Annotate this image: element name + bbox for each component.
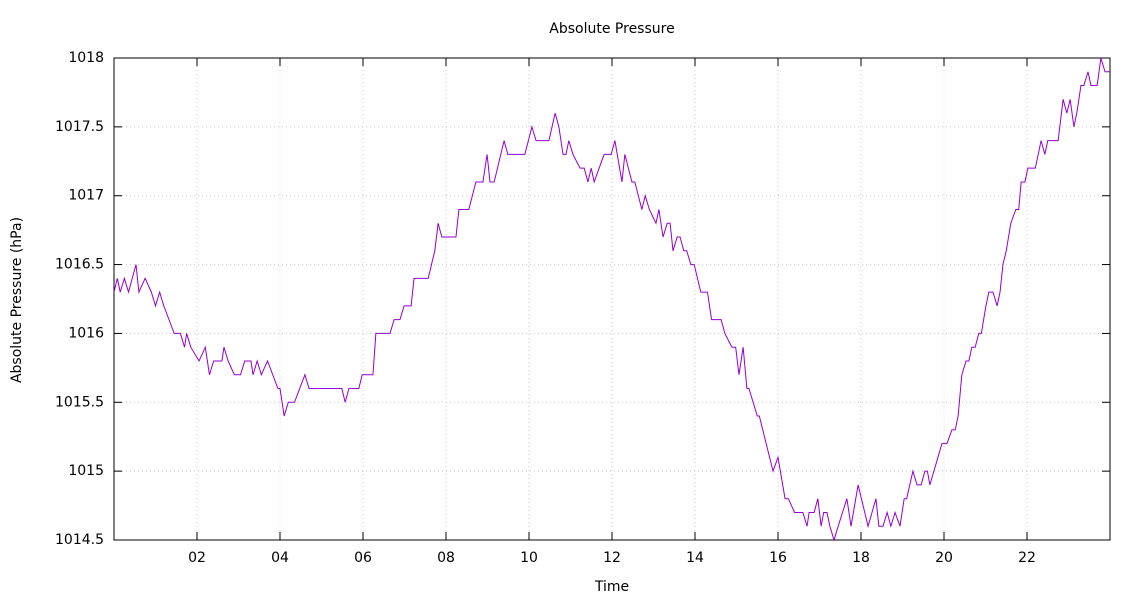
x-tick-label: 02	[188, 550, 206, 566]
x-tick-label: 18	[852, 550, 870, 566]
y-tick-label: 1017	[68, 188, 104, 204]
y-tick-label: 1016	[68, 325, 104, 341]
chart-title: Absolute Pressure	[549, 21, 674, 37]
y-tick-label: 1017.5	[55, 119, 104, 135]
x-tick-label: 14	[686, 550, 704, 566]
y-tick-label: 1018	[68, 50, 104, 66]
x-tick-label: 16	[769, 550, 787, 566]
data-line	[113, 57, 1110, 542]
y-axis-label: Absolute Pressure (hPa)	[9, 217, 25, 383]
y-tick-label: 1015.5	[55, 394, 104, 410]
x-tick-label: 22	[1018, 550, 1036, 566]
plot-frame	[113, 57, 1111, 541]
x-tick-label: 10	[520, 550, 538, 566]
x-tick-label: 06	[354, 550, 372, 566]
y-tick-label: 1015	[68, 463, 104, 479]
y-tick-label: 1016.5	[55, 257, 104, 273]
x-tick-label: 04	[271, 550, 289, 566]
x-axis-label: Time	[594, 579, 629, 595]
x-tick-label: 08	[437, 550, 455, 566]
x-tick-label: 12	[603, 550, 621, 566]
x-tick-label: 20	[935, 550, 953, 566]
y-tick-label: 1014.5	[55, 532, 104, 548]
